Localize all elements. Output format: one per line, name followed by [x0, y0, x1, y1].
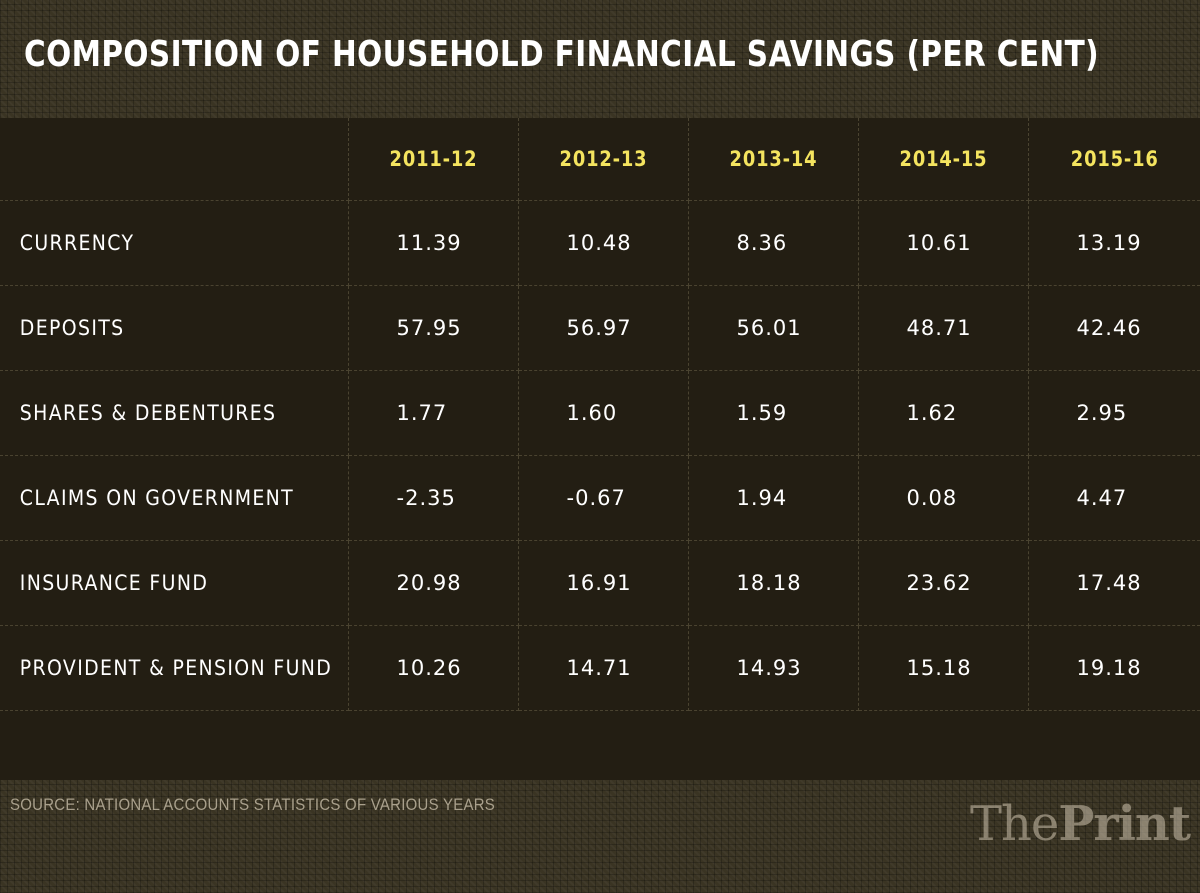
- column-header-cell: 2011-12: [348, 118, 519, 201]
- column-header-cell: 2012-13: [518, 118, 689, 201]
- table-row: DEPOSITS 57.95 56.97 56.01 48.71 42.46: [0, 285, 1200, 371]
- value-cell: 57.95: [348, 285, 519, 371]
- table-header-row: 2011-12 2012-13 2013-14 2014-15 2015-16: [0, 118, 1200, 201]
- value-text: -2.35: [396, 486, 456, 510]
- value-text: 1.94: [736, 486, 788, 510]
- column-header: 2014-15: [899, 147, 987, 171]
- value-cell: 1.60: [518, 370, 689, 456]
- value-text: 10.26: [396, 656, 462, 680]
- value-text: 0.08: [906, 486, 958, 510]
- column-header: 2012-13: [559, 147, 647, 171]
- value-cell: 10.48: [518, 200, 689, 286]
- table-row: CLAIMS ON GOVERNMENT -2.35 -0.67 1.94 0.…: [0, 455, 1200, 541]
- value-text: 57.95: [396, 316, 462, 340]
- value-cell: -2.35: [348, 455, 519, 541]
- value-text: 10.48: [566, 231, 632, 255]
- value-text: 1.62: [906, 401, 958, 425]
- value-text: 4.47: [1076, 486, 1128, 510]
- value-cell: 48.71: [858, 285, 1029, 371]
- logo-text-print: Print: [1058, 796, 1191, 852]
- value-text: 23.62: [906, 571, 972, 595]
- row-label-cell: DEPOSITS: [0, 285, 349, 371]
- theprint-logo: ThePrint: [969, 796, 1191, 852]
- value-cell: 2.95: [1028, 370, 1200, 456]
- value-text: 1.60: [566, 401, 618, 425]
- column-header: 2013-14: [729, 147, 817, 171]
- value-text: 8.36: [736, 231, 788, 255]
- value-cell: 10.26: [348, 625, 519, 711]
- value-cell: 16.91: [518, 540, 689, 626]
- row-label: SHARES & DEBENTURES: [19, 401, 277, 425]
- value-text: 14.93: [736, 656, 802, 680]
- column-header-cell: 2014-15: [858, 118, 1029, 201]
- value-cell: 17.48: [1028, 540, 1200, 626]
- table-row: SHARES & DEBENTURES 1.77 1.60 1.59 1.62 …: [0, 370, 1200, 456]
- table-row: PROVIDENT & PENSION FUND 10.26 14.71 14.…: [0, 625, 1200, 711]
- row-label-cell: CLAIMS ON GOVERNMENT: [0, 455, 349, 541]
- row-label: PROVIDENT & PENSION FUND: [19, 656, 333, 680]
- value-text: 11.39: [396, 231, 462, 255]
- table-panel: 2011-12 2012-13 2013-14 2014-15 2015-16 …: [0, 118, 1200, 780]
- value-cell: 13.19: [1028, 200, 1200, 286]
- value-cell: 23.62: [858, 540, 1029, 626]
- value-cell: 18.18: [688, 540, 859, 626]
- value-text: 1.59: [736, 401, 788, 425]
- row-label: CLAIMS ON GOVERNMENT: [19, 486, 295, 510]
- value-text: 1.77: [396, 401, 448, 425]
- row-label: INSURANCE FUND: [19, 571, 209, 595]
- value-cell: 0.08: [858, 455, 1029, 541]
- corner-cell: [0, 118, 349, 201]
- value-cell: 19.18: [1028, 625, 1200, 711]
- column-header: 2011-12: [389, 147, 477, 171]
- row-label-cell: CURRENCY: [0, 200, 349, 286]
- column-header-cell: 2015-16: [1028, 118, 1200, 201]
- value-text: 10.61: [906, 231, 972, 255]
- value-text: 16.91: [566, 571, 632, 595]
- row-label: DEPOSITS: [19, 316, 125, 340]
- source-note: SOURCE: NATIONAL ACCOUNTS STATISTICS OF …: [10, 795, 496, 814]
- chart-title: COMPOSITION OF HOUSEHOLD FINANCIAL SAVIN…: [24, 34, 1100, 75]
- value-cell: 42.46: [1028, 285, 1200, 371]
- value-cell: 14.93: [688, 625, 859, 711]
- value-cell: 20.98: [348, 540, 519, 626]
- value-cell: 8.36: [688, 200, 859, 286]
- column-header-cell: 2013-14: [688, 118, 859, 201]
- logo-text-the: The: [969, 796, 1059, 852]
- value-cell: 56.01: [688, 285, 859, 371]
- value-text: 42.46: [1076, 316, 1142, 340]
- value-cell: 15.18: [858, 625, 1029, 711]
- savings-table: 2011-12 2012-13 2013-14 2014-15 2015-16 …: [0, 118, 1200, 711]
- value-cell: -0.67: [518, 455, 689, 541]
- value-text: 2.95: [1076, 401, 1128, 425]
- value-text: 56.01: [736, 316, 802, 340]
- value-text: 20.98: [396, 571, 462, 595]
- table-row: CURRENCY 11.39 10.48 8.36 10.61 13.19: [0, 200, 1200, 286]
- value-text: -0.67: [566, 486, 626, 510]
- value-cell: 14.71: [518, 625, 689, 711]
- table-row: INSURANCE FUND 20.98 16.91 18.18 23.62 1…: [0, 540, 1200, 626]
- value-cell: 56.97: [518, 285, 689, 371]
- value-cell: 4.47: [1028, 455, 1200, 541]
- value-text: 13.19: [1076, 231, 1142, 255]
- column-header: 2015-16: [1070, 147, 1159, 171]
- value-text: 17.48: [1076, 571, 1142, 595]
- row-label-cell: PROVIDENT & PENSION FUND: [0, 625, 349, 711]
- value-cell: 1.59: [688, 370, 859, 456]
- value-text: 19.18: [1076, 656, 1142, 680]
- value-cell: 1.62: [858, 370, 1029, 456]
- value-text: 56.97: [566, 316, 632, 340]
- value-text: 48.71: [906, 316, 972, 340]
- value-text: 15.18: [906, 656, 972, 680]
- row-label: CURRENCY: [19, 231, 135, 255]
- value-text: 14.71: [566, 656, 632, 680]
- row-label-cell: SHARES & DEBENTURES: [0, 370, 349, 456]
- value-cell: 10.61: [858, 200, 1029, 286]
- row-label-cell: INSURANCE FUND: [0, 540, 349, 626]
- value-cell: 1.77: [348, 370, 519, 456]
- value-cell: 1.94: [688, 455, 859, 541]
- value-text: 18.18: [736, 571, 802, 595]
- value-cell: 11.39: [348, 200, 519, 286]
